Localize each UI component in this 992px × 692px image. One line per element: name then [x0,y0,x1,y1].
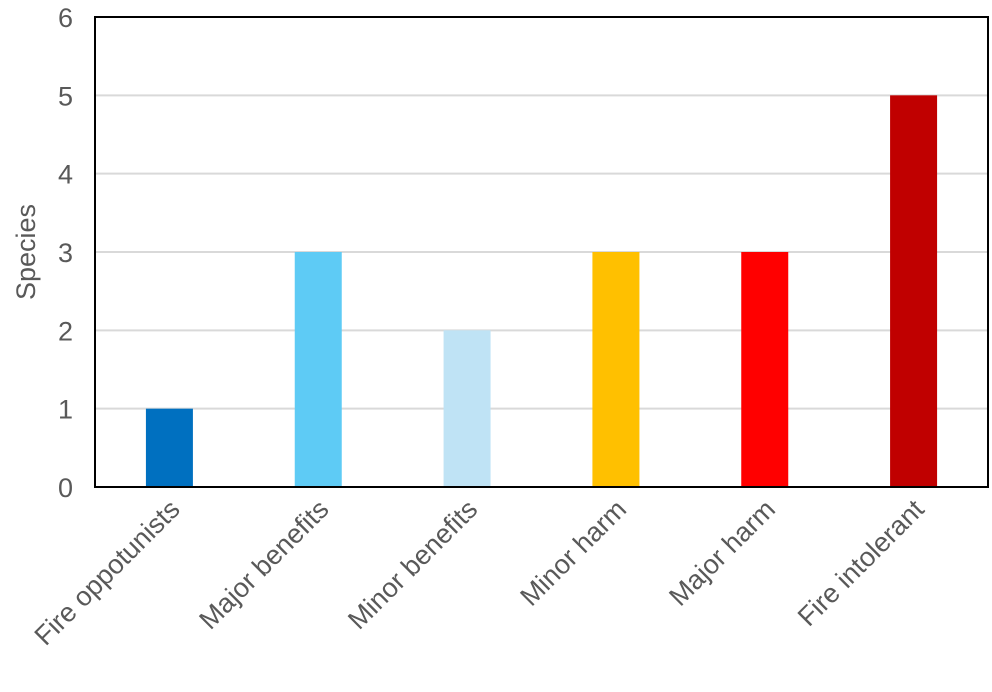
x-category-label: Major harm [663,494,781,612]
y-tick-label: 4 [58,160,73,190]
x-category-label: Minor benefits [342,494,483,635]
bar [294,252,342,487]
plot-frame [94,16,989,488]
x-category-label: Minor harm [514,494,632,612]
bar [443,330,491,487]
x-category-label: Fire oppotunists [29,494,186,651]
bar [145,408,193,487]
y-tick-label: 2 [58,316,73,346]
y-tick-label: 1 [58,395,73,425]
bars [145,95,938,487]
bar [741,252,789,487]
y-tick-label: 5 [58,81,73,111]
x-category-label: Fire intolerant [792,494,930,632]
x-category-labels: Fire oppotunists Major benefits Minor bene… [29,494,931,651]
y-tick-label: 0 [58,473,73,503]
y-axis-title: Species [11,204,41,300]
y-tick-label: 3 [58,238,73,268]
bar [592,252,640,487]
y-tick-label: 6 [58,3,73,33]
bar [890,95,938,487]
gridlines [95,94,988,410]
x-category-label: Major benefits [193,494,334,635]
y-tick-labels: 0 1 2 3 4 5 6 [58,3,73,503]
